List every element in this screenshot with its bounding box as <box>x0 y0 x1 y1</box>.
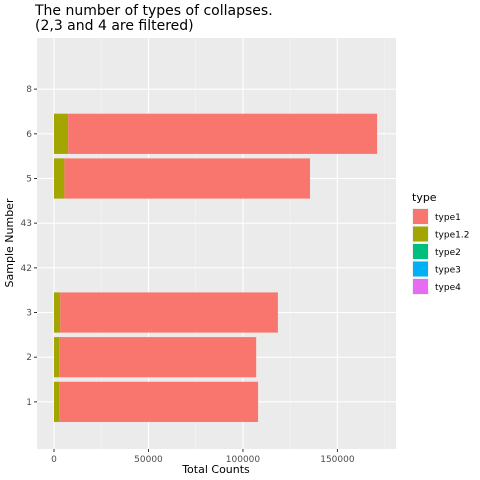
chart-title: The number of types of collapses. <box>34 3 273 19</box>
bar-type1-sample-5 <box>64 158 311 199</box>
legend-swatch-type1-2 <box>413 226 428 242</box>
legend-title: type <box>412 191 437 204</box>
chart-subtitle: (2,3 and 4 are filtered) <box>35 18 194 34</box>
legend: type1 type1.2 type2 type3 type4 <box>412 208 469 295</box>
bar-type1-2-sample-6 <box>54 113 69 154</box>
y-tick-label: 5 <box>26 174 32 184</box>
legend-label-type1-2: type1.2 <box>435 231 469 241</box>
legend-swatch-type2 <box>413 244 428 259</box>
y-axis-title: Sample Number <box>3 198 16 287</box>
bar-type1-sample-6 <box>68 113 378 154</box>
x-axis-title: Total Counts <box>181 463 250 476</box>
x-tick-label: 0 <box>51 455 57 465</box>
x-tick-label: 50000 <box>134 455 163 465</box>
x-axis: 0 50000 100000 150000 <box>51 449 355 465</box>
y-tick-label: 1 <box>26 398 32 408</box>
bar-type1-2-sample-1 <box>54 381 60 422</box>
bar-type1-sample-2 <box>59 337 257 378</box>
y-tick-label: 43 <box>21 219 32 229</box>
y-tick-label: 2 <box>26 353 32 363</box>
y-tick-label: 8 <box>26 85 32 95</box>
plot-panel <box>37 38 396 449</box>
legend-label-type3: type3 <box>435 266 461 276</box>
legend-swatch-type1 <box>413 209 428 224</box>
bars <box>54 113 378 422</box>
legend-label-type1: type1 <box>435 213 461 223</box>
legend-swatch-type4 <box>413 279 428 294</box>
legend-label-type4: type4 <box>435 283 461 293</box>
y-axis: 1 2 3 42 43 5 6 8 <box>21 85 37 408</box>
legend-label-type2: type2 <box>435 248 461 258</box>
x-tick-label: 100000 <box>226 455 261 465</box>
legend-swatch-type3 <box>413 261 428 277</box>
y-tick-label: 42 <box>21 264 32 274</box>
bar-type1-2-sample-3 <box>54 292 61 333</box>
bar-type1-sample-1 <box>59 381 259 422</box>
bar-type1-sample-3 <box>60 292 278 333</box>
bar-type1-2-sample-5 <box>54 158 65 199</box>
y-tick-label: 6 <box>26 130 32 140</box>
bar-type1-2-sample-2 <box>54 337 60 378</box>
x-tick-label: 150000 <box>320 455 355 465</box>
y-tick-label: 3 <box>26 309 32 319</box>
